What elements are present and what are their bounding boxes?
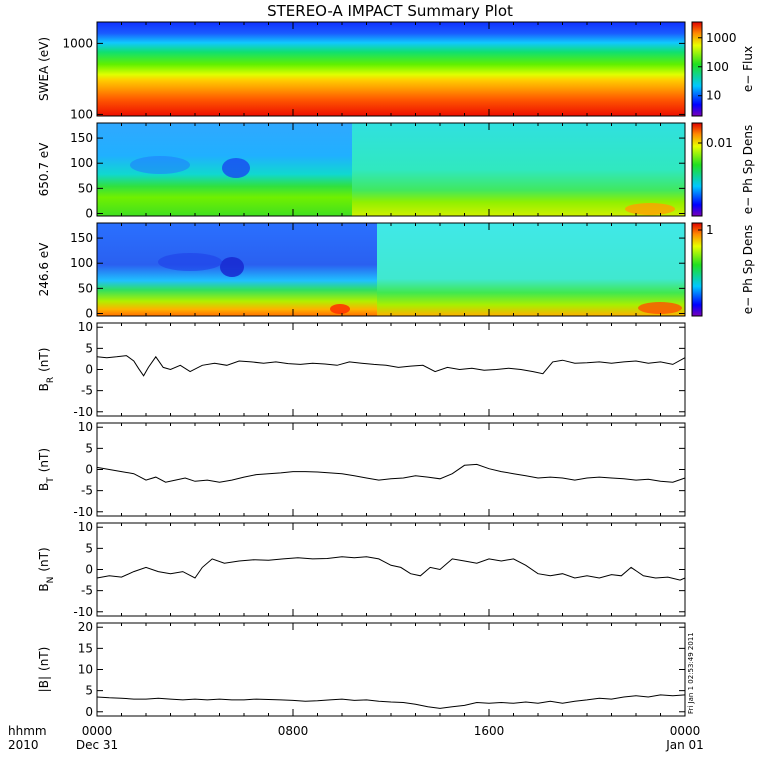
y-label-subscript: R bbox=[46, 377, 56, 383]
y-tick-label: 150 bbox=[70, 231, 93, 245]
series-line-4 bbox=[96, 355, 686, 377]
x-tick-label: 0000 bbox=[82, 724, 113, 738]
pa1-blob bbox=[130, 156, 190, 174]
colorbar-label-group: e− Ph Sp Dens bbox=[741, 225, 755, 314]
y-tick-label: -10 bbox=[73, 605, 93, 619]
colorbar-tick-label: 10 bbox=[706, 89, 721, 103]
y-axis-label-text: BN (nT) bbox=[37, 547, 56, 591]
pa1-hot bbox=[625, 203, 675, 215]
pa2-hot bbox=[330, 304, 350, 314]
colorbar-tick-label: 100 bbox=[706, 60, 729, 74]
y-label-main: 246.6 eV bbox=[37, 242, 51, 297]
y-tick-label: 5 bbox=[85, 341, 93, 355]
y-tick-label: 100 bbox=[70, 256, 93, 270]
y-label-unit: (nT) bbox=[37, 547, 51, 571]
pa1-blob bbox=[222, 158, 250, 178]
y-axis-label-2: 650.7 eV bbox=[37, 142, 51, 197]
y-axis-label-1: SWEA (eV) bbox=[37, 37, 51, 101]
y-label-subscript: T bbox=[46, 477, 56, 484]
colorbar-2 bbox=[691, 122, 703, 217]
colorbar-label: e− Ph Sp Dens bbox=[741, 225, 755, 314]
y-tick-label: 50 bbox=[78, 181, 93, 195]
y-label-subscript: N bbox=[46, 577, 56, 584]
x-corner-label: hhmm bbox=[8, 724, 47, 738]
y-axis-label-text: 246.6 eV bbox=[37, 242, 51, 297]
y-tick-label: 0 bbox=[85, 563, 93, 577]
x-date-label: Jan 01 bbox=[665, 738, 704, 752]
y-axis-label-text: SWEA (eV) bbox=[37, 37, 51, 101]
panel-frame-4 bbox=[96, 322, 686, 417]
series-line-5 bbox=[96, 463, 686, 483]
panel-frame-6 bbox=[96, 522, 686, 617]
y-tick-label: 10 bbox=[78, 663, 93, 677]
y-tick-label: 100 bbox=[70, 107, 93, 121]
panel-frame-5 bbox=[96, 422, 686, 517]
y-tick-label: -5 bbox=[81, 384, 93, 398]
y-axis-label-text: BT (nT) bbox=[37, 448, 56, 491]
colorbar-tick-label: 0.01 bbox=[706, 136, 733, 150]
y-label-unit: (nT) bbox=[37, 448, 51, 472]
x-tick-label: 1600 bbox=[474, 724, 505, 738]
y-axis-label-4: BR (nT) bbox=[37, 348, 56, 392]
y-label-unit: (nT) bbox=[37, 348, 51, 372]
colorbar-1 bbox=[691, 21, 703, 117]
colorbar-3 bbox=[691, 222, 703, 317]
y-tick-label: 5 bbox=[85, 684, 93, 698]
colorbar-label: e− Ph Sp Dens bbox=[741, 125, 755, 214]
y-tick-label: 10 bbox=[78, 320, 93, 334]
y-axis-label-3: 246.6 eV bbox=[37, 242, 51, 297]
timestamp-group: Fri Jan 1 02:53:49 2011 bbox=[687, 632, 695, 714]
y-label-main: 650.7 eV bbox=[37, 142, 51, 197]
series-line-6 bbox=[96, 556, 686, 581]
y-tick-label: 0 bbox=[85, 206, 93, 220]
y-tick-label: 0 bbox=[85, 306, 93, 320]
colorbar-tick-label: 1000 bbox=[706, 31, 737, 45]
y-label-main: B bbox=[37, 583, 51, 591]
y-tick-label: 5 bbox=[85, 441, 93, 455]
y-axis-label-7: |B| (nT) bbox=[37, 647, 51, 693]
y-tick-label: 5 bbox=[85, 541, 93, 555]
colorbar-label-group: e− Flux bbox=[741, 46, 755, 92]
x-tick-label: 0000 bbox=[670, 724, 701, 738]
y-tick-label: -10 bbox=[73, 505, 93, 519]
pa2-blob bbox=[158, 253, 222, 271]
y-tick-label: 0 bbox=[85, 463, 93, 477]
colorbar-label: e− Flux bbox=[741, 46, 755, 92]
timestamp: Fri Jan 1 02:53:49 2011 bbox=[687, 632, 695, 714]
pa2-blob bbox=[220, 257, 244, 277]
y-tick-label: 150 bbox=[70, 131, 93, 145]
colorbar-tick-label: 1 bbox=[706, 223, 714, 237]
y-tick-label: -5 bbox=[81, 484, 93, 498]
y-tick-label: 0 bbox=[85, 705, 93, 719]
y-tick-label: 15 bbox=[78, 641, 93, 655]
y-tick-label: 10 bbox=[78, 520, 93, 534]
pa2-hot bbox=[638, 302, 682, 314]
y-label-main: B bbox=[37, 383, 51, 391]
y-axis-label-text: BR (nT) bbox=[37, 348, 56, 392]
y-label-main: B bbox=[37, 483, 51, 491]
y-axis-label-6: BN (nT) bbox=[37, 547, 56, 591]
y-tick-label: -5 bbox=[81, 584, 93, 598]
y-label-unit: (nT) bbox=[37, 647, 51, 671]
y-tick-label: 10 bbox=[78, 420, 93, 434]
y-tick-label: 20 bbox=[78, 620, 93, 634]
y-tick-label: 1000 bbox=[62, 36, 93, 50]
y-axis-label-text: |B| (nT) bbox=[37, 647, 51, 693]
series-line-7 bbox=[96, 694, 686, 709]
chart-title: STEREO-A IMPACT Summary Plot bbox=[267, 2, 513, 20]
y-tick-label: 100 bbox=[70, 156, 93, 170]
x-date-label: Dec 31 bbox=[76, 738, 118, 752]
y-axis-label-text: 650.7 eV bbox=[37, 142, 51, 197]
y-label-main: SWEA (eV) bbox=[37, 37, 51, 101]
y-tick-label: -10 bbox=[73, 405, 93, 419]
colorbar-label-group: e− Ph Sp Dens bbox=[741, 125, 755, 214]
x-tick-label: 0800 bbox=[278, 724, 309, 738]
y-tick-label: 50 bbox=[78, 281, 93, 295]
y-axis-label-5: BT (nT) bbox=[37, 448, 56, 491]
swea-spectrogram bbox=[97, 22, 685, 116]
y-label-main: |B| bbox=[37, 676, 51, 692]
y-tick-label: 0 bbox=[85, 363, 93, 377]
x-corner-label: 2010 bbox=[8, 738, 39, 752]
